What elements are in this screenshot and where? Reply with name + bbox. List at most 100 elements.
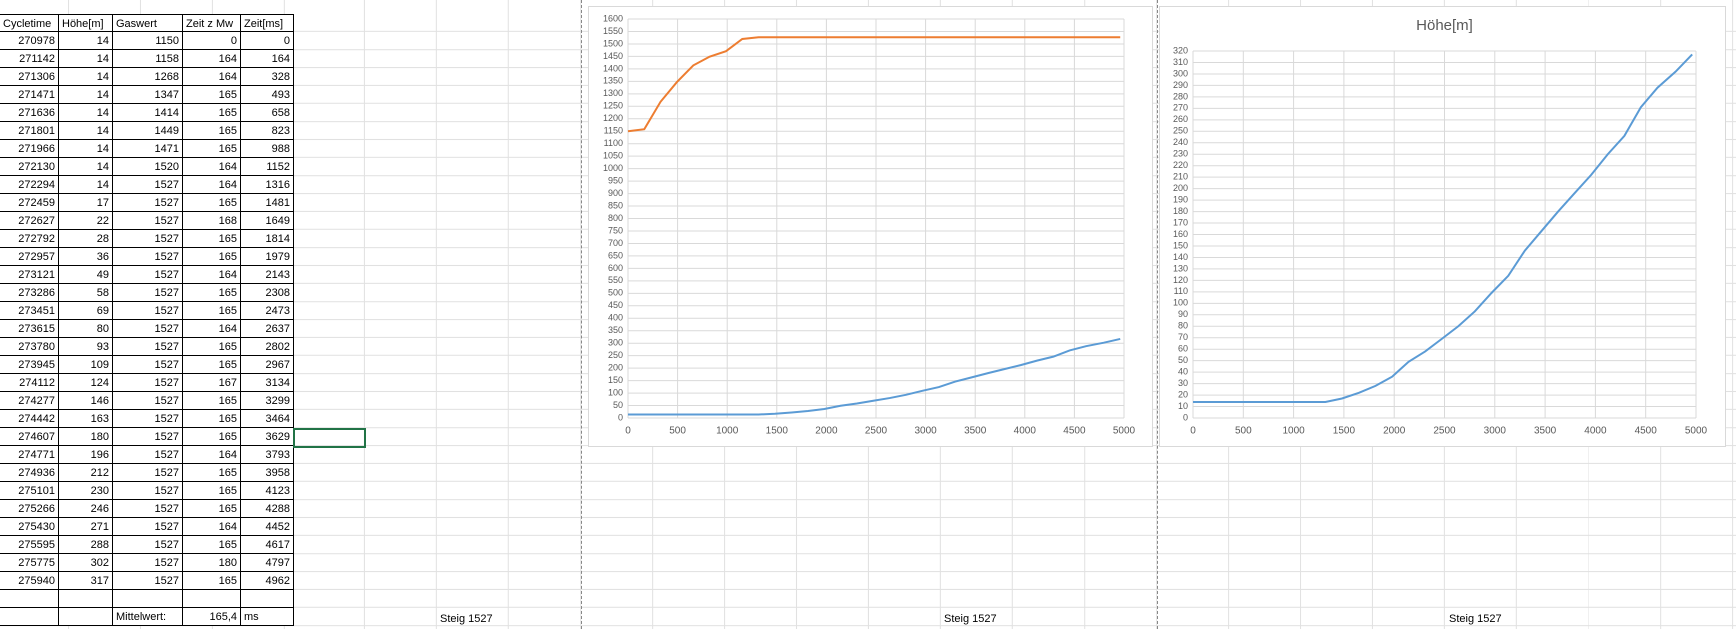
data-cell[interactable]: 1527: [113, 428, 183, 446]
data-cell[interactable]: 165: [183, 248, 241, 266]
data-cell[interactable]: 164: [183, 158, 241, 176]
data-cell[interactable]: 165: [183, 194, 241, 212]
data-cell[interactable]: 165: [183, 500, 241, 518]
data-cell[interactable]: 271636: [0, 104, 59, 122]
data-cell[interactable]: 180: [59, 428, 113, 446]
data-cell[interactable]: 230: [59, 482, 113, 500]
data-cell[interactable]: 1527: [113, 446, 183, 464]
data-cell[interactable]: 212: [59, 464, 113, 482]
data-cell[interactable]: 1527: [113, 554, 183, 572]
data-cell[interactable]: 271142: [0, 50, 59, 68]
data-cell[interactable]: 3793: [241, 446, 294, 464]
data-cell[interactable]: 58: [59, 284, 113, 302]
data-cell[interactable]: 274112: [0, 374, 59, 392]
data-cell[interactable]: 164: [183, 320, 241, 338]
data-cell[interactable]: 1316: [241, 176, 294, 194]
data-cell[interactable]: 165: [183, 284, 241, 302]
footer-value[interactable]: 165,4: [183, 608, 241, 626]
data-cell[interactable]: 1158: [113, 50, 183, 68]
data-cell[interactable]: 93: [59, 338, 113, 356]
data-cell[interactable]: 167: [183, 374, 241, 392]
data-cell[interactable]: 36: [59, 248, 113, 266]
data-cell[interactable]: 14: [59, 140, 113, 158]
data-cell[interactable]: 164: [241, 50, 294, 68]
data-cell[interactable]: 271: [59, 518, 113, 536]
data-cell[interactable]: 165: [183, 122, 241, 140]
data-cell[interactable]: 274442: [0, 410, 59, 428]
data-cell[interactable]: 1527: [113, 338, 183, 356]
data-cell[interactable]: 658: [241, 104, 294, 122]
data-cell[interactable]: 1649: [241, 212, 294, 230]
data-cell[interactable]: 1471: [113, 140, 183, 158]
data-cell[interactable]: 0: [241, 32, 294, 50]
data-cell[interactable]: 493: [241, 86, 294, 104]
data-cell[interactable]: 1527: [113, 212, 183, 230]
data-cell[interactable]: 275940: [0, 572, 59, 590]
data-cell[interactable]: 1347: [113, 86, 183, 104]
data-cell[interactable]: 4123: [241, 482, 294, 500]
chart[interactable]: Höhe[m]010203040506070809010011012013014…: [1159, 6, 1726, 447]
data-cell[interactable]: 275266: [0, 500, 59, 518]
data-cell[interactable]: 1527: [113, 392, 183, 410]
empty-cell[interactable]: [0, 608, 59, 626]
data-cell[interactable]: 1527: [113, 284, 183, 302]
data-cell[interactable]: 274936: [0, 464, 59, 482]
data-cell[interactable]: 272957: [0, 248, 59, 266]
data-cell[interactable]: 1527: [113, 248, 183, 266]
data-cell[interactable]: 1481: [241, 194, 294, 212]
data-cell[interactable]: 317: [59, 572, 113, 590]
data-cell[interactable]: 165: [183, 302, 241, 320]
data-cell[interactable]: 14: [59, 104, 113, 122]
data-cell[interactable]: 1979: [241, 248, 294, 266]
data-cell[interactable]: 823: [241, 122, 294, 140]
data-cell[interactable]: 164: [183, 68, 241, 86]
data-cell[interactable]: 246: [59, 500, 113, 518]
data-cell[interactable]: 3299: [241, 392, 294, 410]
data-cell[interactable]: 4797: [241, 554, 294, 572]
empty-cell[interactable]: [113, 590, 183, 608]
data-cell[interactable]: 302: [59, 554, 113, 572]
data-cell[interactable]: 1527: [113, 536, 183, 554]
data-cell[interactable]: 275775: [0, 554, 59, 572]
data-cell[interactable]: 2637: [241, 320, 294, 338]
data-cell[interactable]: 14: [59, 122, 113, 140]
data-cell[interactable]: 2143: [241, 266, 294, 284]
empty-cell[interactable]: [241, 590, 294, 608]
empty-cell[interactable]: [59, 608, 113, 626]
data-cell[interactable]: 271471: [0, 86, 59, 104]
data-cell[interactable]: 164: [183, 176, 241, 194]
data-cell[interactable]: 1527: [113, 302, 183, 320]
data-cell[interactable]: 2473: [241, 302, 294, 320]
data-cell[interactable]: 165: [183, 428, 241, 446]
data-cell[interactable]: 165: [183, 536, 241, 554]
data-cell[interactable]: 180: [183, 554, 241, 572]
data-cell[interactable]: 274607: [0, 428, 59, 446]
data-cell[interactable]: 14: [59, 158, 113, 176]
data-cell[interactable]: 288: [59, 536, 113, 554]
data-cell[interactable]: 165: [183, 104, 241, 122]
data-cell[interactable]: 1527: [113, 230, 183, 248]
header-cell[interactable]: Cycletime: [0, 14, 59, 32]
data-cell[interactable]: 4288: [241, 500, 294, 518]
data-cell[interactable]: 1527: [113, 500, 183, 518]
data-cell[interactable]: 272130: [0, 158, 59, 176]
data-cell[interactable]: 273121: [0, 266, 59, 284]
data-cell[interactable]: 4617: [241, 536, 294, 554]
data-cell[interactable]: 1527: [113, 356, 183, 374]
data-cell[interactable]: 14: [59, 50, 113, 68]
empty-cell[interactable]: [0, 590, 59, 608]
data-cell[interactable]: 1527: [113, 518, 183, 536]
data-cell[interactable]: 275430: [0, 518, 59, 536]
data-cell[interactable]: 4452: [241, 518, 294, 536]
data-cell[interactable]: 196: [59, 446, 113, 464]
data-cell[interactable]: 165: [183, 356, 241, 374]
data-cell[interactable]: 1527: [113, 572, 183, 590]
data-cell[interactable]: 3958: [241, 464, 294, 482]
data-cell[interactable]: 165: [183, 410, 241, 428]
data-cell[interactable]: 1449: [113, 122, 183, 140]
data-cell[interactable]: 271801: [0, 122, 59, 140]
data-cell[interactable]: 2802: [241, 338, 294, 356]
empty-cell[interactable]: [183, 590, 241, 608]
data-cell[interactable]: 1527: [113, 194, 183, 212]
data-cell[interactable]: 271966: [0, 140, 59, 158]
